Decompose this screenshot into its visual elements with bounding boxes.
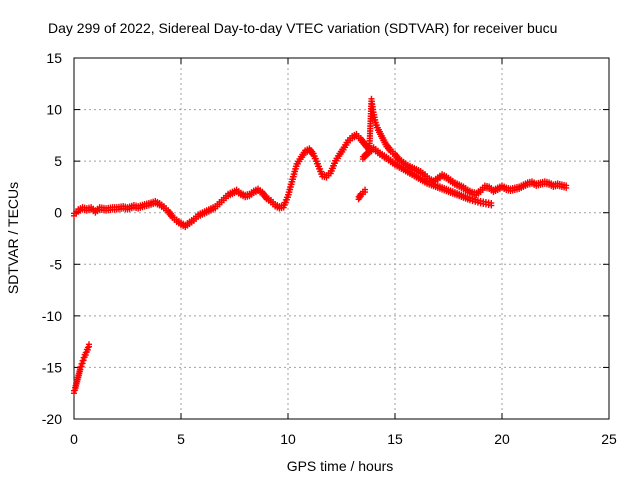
y-tick-label: -20 — [42, 411, 62, 427]
x-tick-label: 0 — [70, 431, 78, 447]
series-early-segment — [71, 341, 92, 397]
x-tick-label: 25 — [601, 431, 617, 447]
y-tick-label: 15 — [46, 50, 62, 66]
y-tick-label: 0 — [54, 205, 62, 221]
series-isolated-points — [355, 186, 369, 203]
x-tick-label: 10 — [280, 431, 296, 447]
y-tick-label: -15 — [42, 359, 62, 375]
y-axis-label: SDTVAR / TECUs — [5, 182, 21, 294]
y-tick-label: 5 — [54, 153, 62, 169]
data-marks — [71, 95, 570, 397]
y-tick-label: 10 — [46, 102, 62, 118]
y-tick-label: -5 — [50, 256, 63, 272]
y-tick-labels: -20 -15 -10 -5 0 5 10 15 — [42, 50, 62, 427]
x-axis-label: GPS time / hours — [287, 458, 394, 474]
grid-layer — [74, 58, 609, 419]
tick-layer — [73, 57, 610, 420]
x-tick-label: 15 — [387, 431, 403, 447]
y-tick-label: -10 — [42, 308, 62, 324]
series-lower-branch — [359, 144, 495, 209]
x-tick-label: 20 — [494, 431, 510, 447]
x-tick-labels: 0 5 10 15 20 25 — [70, 431, 617, 447]
chart-title: Day 299 of 2022, Sidereal Day-to-day VTE… — [48, 20, 557, 36]
plot-frame — [73, 57, 610, 420]
series-main-trace — [71, 95, 570, 231]
x-tick-label: 5 — [177, 431, 185, 447]
